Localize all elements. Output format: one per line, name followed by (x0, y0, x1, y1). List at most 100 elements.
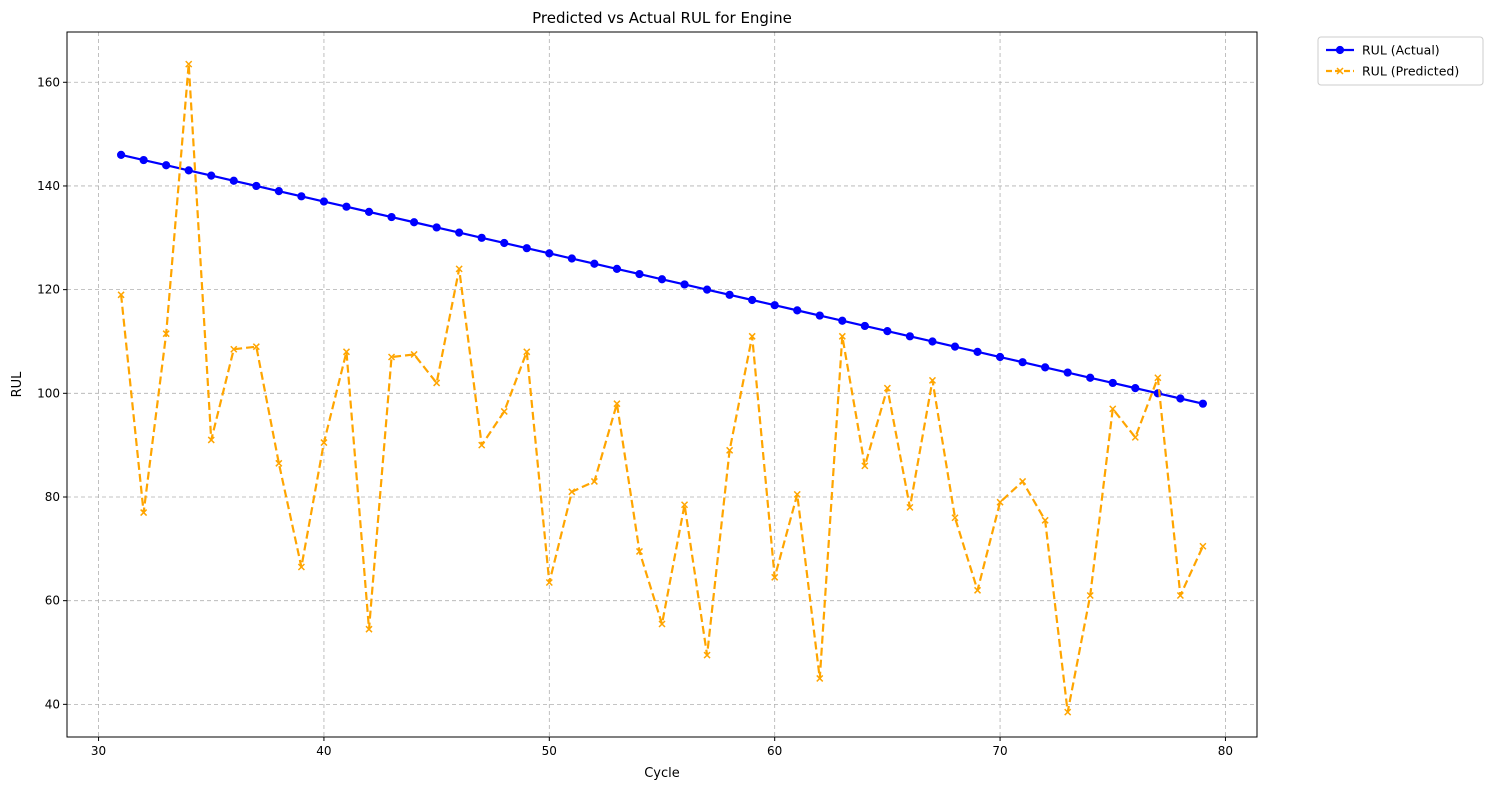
actual-point (1335, 45, 1345, 55)
actual-point (342, 202, 351, 211)
actual-point (995, 352, 1005, 362)
actual-point (793, 306, 802, 315)
predicted-point (1041, 516, 1049, 524)
predicted-point (793, 490, 801, 498)
actual-point (612, 264, 622, 274)
actual-point (500, 238, 509, 248)
actual-point (477, 233, 486, 242)
actual-point (545, 249, 554, 258)
actual-point (725, 290, 734, 299)
actual-point (297, 192, 306, 201)
actual-point (590, 259, 599, 268)
y-tick-label: 40 (45, 697, 60, 711)
y-tick-label: 160 (37, 75, 60, 89)
actual-point (139, 155, 148, 165)
predicted-point (297, 563, 305, 571)
predicted-point (1154, 374, 1162, 382)
actual-point (522, 244, 531, 253)
predicted-point (342, 348, 351, 356)
actual-point (1108, 378, 1117, 388)
predicted-point (613, 400, 621, 408)
predicted-point (568, 488, 576, 496)
actual-point (1063, 368, 1072, 377)
actual-point (883, 327, 892, 336)
predicted-point (748, 332, 756, 340)
predicted-point (207, 436, 215, 444)
predicted-point (590, 477, 598, 485)
predicted-point (410, 350, 418, 358)
predicted-point (185, 60, 193, 68)
y-tick-label: 60 (45, 594, 60, 608)
actual-point (905, 332, 915, 341)
actual-point (387, 212, 396, 222)
predicted-point (523, 348, 531, 356)
predicted-point (883, 384, 891, 392)
predicted-point (1019, 477, 1027, 485)
actual-point (207, 171, 216, 180)
actual-point (432, 223, 441, 232)
tick-layer: 30 40 50 60 70 80 40 60 80 100 120 140 160 (37, 75, 1233, 758)
actual-point (635, 269, 644, 279)
y-tick-label: 100 (37, 386, 60, 400)
legend-entry: RUL (Predicted) (1326, 64, 1459, 79)
predicted-point (478, 441, 486, 449)
chart-title: Predicted vs Actual RUL for Engine (532, 9, 792, 27)
predicted-series-line (119, 63, 1204, 714)
x-axis-label: Cycle (644, 766, 680, 781)
actual-point (162, 161, 171, 170)
actual-point (748, 295, 757, 305)
predicted-point (1176, 591, 1184, 600)
x-tick-label: 60 (767, 744, 782, 758)
predicted-point (928, 376, 936, 384)
actual-point (319, 197, 329, 206)
predicted-point (816, 674, 824, 682)
actual-point (702, 285, 712, 294)
actual-point (364, 207, 374, 216)
legend-label: RUL (Predicted) (1362, 64, 1459, 79)
legend-label: RUL (Actual) (1362, 43, 1440, 58)
predicted-point (500, 407, 508, 415)
y-axis-label: RUL (10, 371, 25, 398)
predicted-point (658, 620, 666, 628)
actual-point (928, 337, 937, 346)
predicted-point (703, 651, 711, 659)
actual-point (973, 347, 982, 356)
x-tick-label: 50 (542, 744, 557, 758)
actual-point (274, 187, 283, 196)
predicted-point (771, 573, 779, 581)
predicted-point (388, 353, 396, 361)
predicted-point (996, 498, 1004, 506)
actual-point (1176, 394, 1185, 403)
actual-point (1086, 373, 1095, 382)
predicted-point (906, 503, 914, 511)
predicted-point (1336, 67, 1344, 75)
actual-point (1018, 358, 1027, 367)
legend-box (1317, 36, 1484, 86)
actual-point (680, 280, 689, 289)
predicted-point (230, 345, 238, 353)
predicted-point (545, 578, 553, 587)
actual-point (950, 342, 960, 351)
predicted-point (838, 332, 846, 340)
predicted-point (433, 379, 441, 387)
actual-point (1198, 399, 1208, 408)
actual-point (116, 150, 126, 159)
actual-point (657, 275, 667, 284)
predicted-point (117, 291, 125, 299)
grid-layer (67, 32, 1257, 737)
x-tick-label: 40 (316, 744, 331, 758)
predicted-point (1131, 433, 1139, 441)
predicted-point (252, 343, 260, 351)
actual-point (455, 228, 464, 237)
predicted-point (726, 446, 734, 454)
x-tick-label: 30 (91, 744, 106, 758)
predicted-point (973, 586, 982, 594)
predicted-point (681, 501, 689, 509)
predicted-point (635, 547, 643, 555)
y-tick-label: 80 (45, 490, 60, 504)
plot-frame (66, 31, 1258, 738)
x-tick-label: 70 (992, 744, 1007, 758)
x-tick-label: 80 (1218, 744, 1233, 758)
